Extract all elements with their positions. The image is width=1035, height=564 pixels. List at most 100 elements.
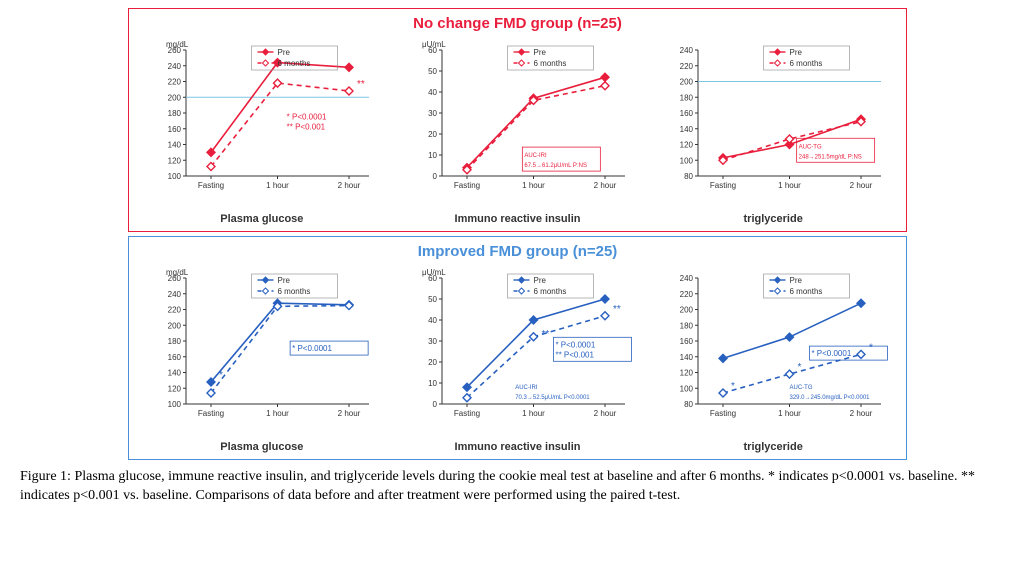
chart-subtitle: triglyceride: [744, 441, 803, 453]
svg-text:**: **: [357, 79, 365, 90]
svg-text:120: 120: [679, 141, 693, 150]
svg-text:10: 10: [428, 151, 437, 160]
svg-text:6 months: 6 months: [534, 287, 567, 296]
svg-text:1 hour: 1 hour: [522, 409, 545, 418]
svg-text:220: 220: [679, 62, 693, 71]
svg-text:180: 180: [679, 93, 693, 102]
svg-text:220: 220: [679, 290, 693, 299]
svg-text:mg/dL: mg/dL: [166, 40, 189, 49]
chart-subtitle: Plasma glucose: [220, 441, 303, 453]
chart-tg2: 80100120140160180200220240Fasting1 hour2…: [656, 264, 891, 439]
svg-text:Fasting: Fasting: [198, 409, 224, 418]
svg-text:70.3→52.5μU/mL P<0.0001: 70.3→52.5μU/mL P<0.0001: [515, 395, 590, 401]
svg-text:248→251.5mg/dL P:NS: 248→251.5mg/dL P:NS: [798, 154, 861, 160]
svg-text:140: 140: [168, 141, 182, 150]
svg-text:50: 50: [428, 295, 437, 304]
svg-text:180: 180: [168, 337, 182, 346]
svg-text:*: *: [731, 381, 735, 392]
chart-pg2: 100120140160180200220240260mg/dLFasting1…: [144, 264, 379, 439]
svg-text:Pre: Pre: [534, 48, 547, 57]
svg-text:240: 240: [679, 274, 693, 283]
svg-text:50: 50: [428, 67, 437, 76]
chart-subtitle: triglyceride: [744, 213, 803, 225]
svg-text:80: 80: [684, 172, 693, 181]
svg-text:100: 100: [168, 400, 182, 409]
panel-title: No change FMD group (n=25): [139, 15, 896, 32]
svg-text:6 months: 6 months: [278, 287, 311, 296]
charts-row: 100120140160180200220240260mg/dLFasting1…: [139, 36, 896, 225]
svg-text:329.0→245.0mg/dL P<0.0001: 329.0→245.0mg/dL P<0.0001: [789, 395, 870, 401]
svg-text:160: 160: [679, 109, 693, 118]
chart-pg1: 100120140160180200220240260mg/dLFasting1…: [144, 36, 379, 211]
svg-text:AUC-IRI: AUC-IRI: [524, 153, 547, 159]
svg-text:200: 200: [679, 306, 693, 315]
svg-text:* P<0.0001: * P<0.0001: [287, 112, 327, 121]
svg-text:180: 180: [679, 321, 693, 330]
svg-text:Fasting: Fasting: [454, 409, 480, 418]
svg-text:AUC-TG: AUC-TG: [789, 385, 812, 391]
svg-text:6 months: 6 months: [789, 287, 822, 296]
panel-nochange: No change FMD group (n=25)10012014016018…: [128, 8, 907, 232]
svg-text:1 hour: 1 hour: [778, 181, 801, 190]
svg-text:100: 100: [679, 384, 693, 393]
svg-text:180: 180: [168, 109, 182, 118]
svg-text:* P<0.0001: * P<0.0001: [292, 344, 332, 353]
svg-text:30: 30: [428, 337, 437, 346]
svg-text:80: 80: [684, 400, 693, 409]
svg-text:6 months: 6 months: [534, 59, 567, 68]
svg-text:**: **: [613, 304, 621, 315]
chart-subtitle: Immuno reactive insulin: [455, 441, 581, 453]
svg-text:120: 120: [168, 156, 182, 165]
svg-text:40: 40: [428, 316, 437, 325]
chart-cell: 0102030405060μU/mLFasting1 hour2 hour***…: [395, 264, 641, 453]
svg-text:2 hour: 2 hour: [849, 181, 872, 190]
chart-cell: 100120140160180200220240260mg/dLFasting1…: [139, 264, 385, 453]
svg-text:40: 40: [428, 88, 437, 97]
svg-text:160: 160: [168, 353, 182, 362]
svg-text:160: 160: [168, 125, 182, 134]
charts-row: 100120140160180200220240260mg/dLFasting1…: [139, 264, 896, 453]
svg-text:** P<0.001: ** P<0.001: [287, 122, 326, 131]
chart-cell: 80100120140160180200220240Fasting1 hour2…: [650, 36, 896, 225]
svg-text:Fasting: Fasting: [454, 181, 480, 190]
svg-text:mg/dL: mg/dL: [166, 268, 189, 277]
svg-text:Fasting: Fasting: [710, 409, 736, 418]
svg-text:100: 100: [679, 156, 693, 165]
svg-text:2 hour: 2 hour: [338, 181, 361, 190]
svg-text:30: 30: [428, 109, 437, 118]
svg-text:240: 240: [679, 46, 693, 55]
svg-text:Fasting: Fasting: [198, 181, 224, 190]
svg-text:0: 0: [433, 400, 438, 409]
chart-subtitle: Immuno reactive insulin: [455, 213, 581, 225]
svg-text:200: 200: [168, 93, 182, 102]
svg-text:μU/mL: μU/mL: [422, 268, 446, 277]
svg-text:** P<0.001: ** P<0.001: [555, 350, 594, 359]
svg-text:*: *: [797, 362, 801, 373]
svg-text:Pre: Pre: [278, 48, 291, 57]
svg-text:220: 220: [168, 78, 182, 87]
svg-text:2 hour: 2 hour: [594, 409, 617, 418]
svg-text:160: 160: [679, 337, 693, 346]
svg-text:Pre: Pre: [789, 276, 802, 285]
chart-tg1: 80100120140160180200220240Fasting1 hour2…: [656, 36, 891, 211]
svg-text:120: 120: [679, 369, 693, 378]
svg-text:Pre: Pre: [278, 276, 291, 285]
svg-text:Pre: Pre: [534, 276, 547, 285]
svg-text:20: 20: [428, 130, 437, 139]
svg-text:1 hour: 1 hour: [266, 181, 289, 190]
svg-text:1 hour: 1 hour: [522, 181, 545, 190]
chart-iri2: 0102030405060μU/mLFasting1 hour2 hour***…: [400, 264, 635, 439]
svg-text:20: 20: [428, 358, 437, 367]
svg-text:Pre: Pre: [789, 48, 802, 57]
panel-title: Improved FMD group (n=25): [139, 243, 896, 260]
svg-text:*: *: [219, 370, 223, 381]
svg-text:240: 240: [168, 62, 182, 71]
svg-text:6 months: 6 months: [278, 59, 311, 68]
svg-text:AUC-IRI: AUC-IRI: [515, 385, 538, 391]
svg-text:**: **: [542, 329, 550, 340]
svg-text:0: 0: [433, 172, 438, 181]
svg-text:2 hour: 2 hour: [849, 409, 872, 418]
svg-text:140: 140: [168, 369, 182, 378]
svg-text:200: 200: [168, 321, 182, 330]
chart-cell: 100120140160180200220240260mg/dLFasting1…: [139, 36, 385, 225]
